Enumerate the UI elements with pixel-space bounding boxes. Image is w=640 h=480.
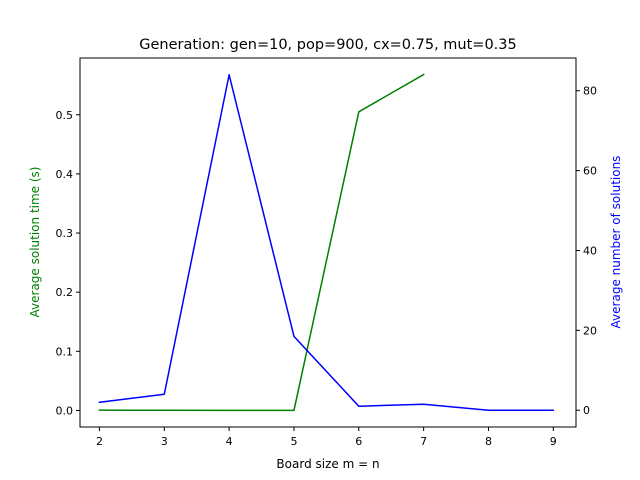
series-layer (98, 73, 555, 412)
y-tick-label: 0.0 (56, 404, 74, 417)
x-tick-label: 5 (290, 435, 297, 448)
plot-background (80, 58, 576, 427)
series-line-solutions (98, 74, 555, 411)
x-axis: 2 3 4 5 6 7 8 9 (96, 427, 557, 448)
y-tick-label: 0.1 (56, 345, 74, 358)
y-tick-label: 0.5 (56, 109, 74, 122)
plot-border (79, 57, 577, 428)
plot-frame (79, 57, 577, 428)
x-tick-label: 3 (161, 435, 168, 448)
y2-tick-label: 40 (583, 244, 597, 257)
y2-tick-label: 60 (583, 165, 597, 178)
series-line-time (98, 73, 425, 412)
y-tick-label: 0.4 (56, 168, 74, 181)
x-tick-label: 8 (485, 435, 492, 448)
x-tick-label: 6 (355, 435, 362, 448)
x-tick-label: 7 (420, 435, 427, 448)
x-tick-label: 2 (96, 435, 103, 448)
y-tick-label: 0.3 (56, 227, 74, 240)
x-axis-label: Board size m = n (276, 457, 379, 471)
y-axis-right: 0 20 40 60 80 (576, 85, 597, 417)
y-tick-label: 0.2 (56, 286, 74, 299)
y-axis-left-label: Average solution time (s) (28, 167, 42, 318)
y-axis-right-label: Average number of solutions (609, 156, 623, 329)
y2-tick-label: 0 (583, 404, 590, 417)
y-axis-left: 0.0 0.1 0.2 0.3 0.4 0.5 (56, 109, 80, 417)
x-tick-label: 4 (226, 435, 233, 448)
y2-tick-label: 20 (583, 324, 597, 337)
chart-title: Generation: gen=10, pop=900, cx=0.75, mu… (139, 37, 516, 53)
x-tick-label: 9 (550, 435, 557, 448)
y2-tick-label: 80 (583, 85, 597, 98)
